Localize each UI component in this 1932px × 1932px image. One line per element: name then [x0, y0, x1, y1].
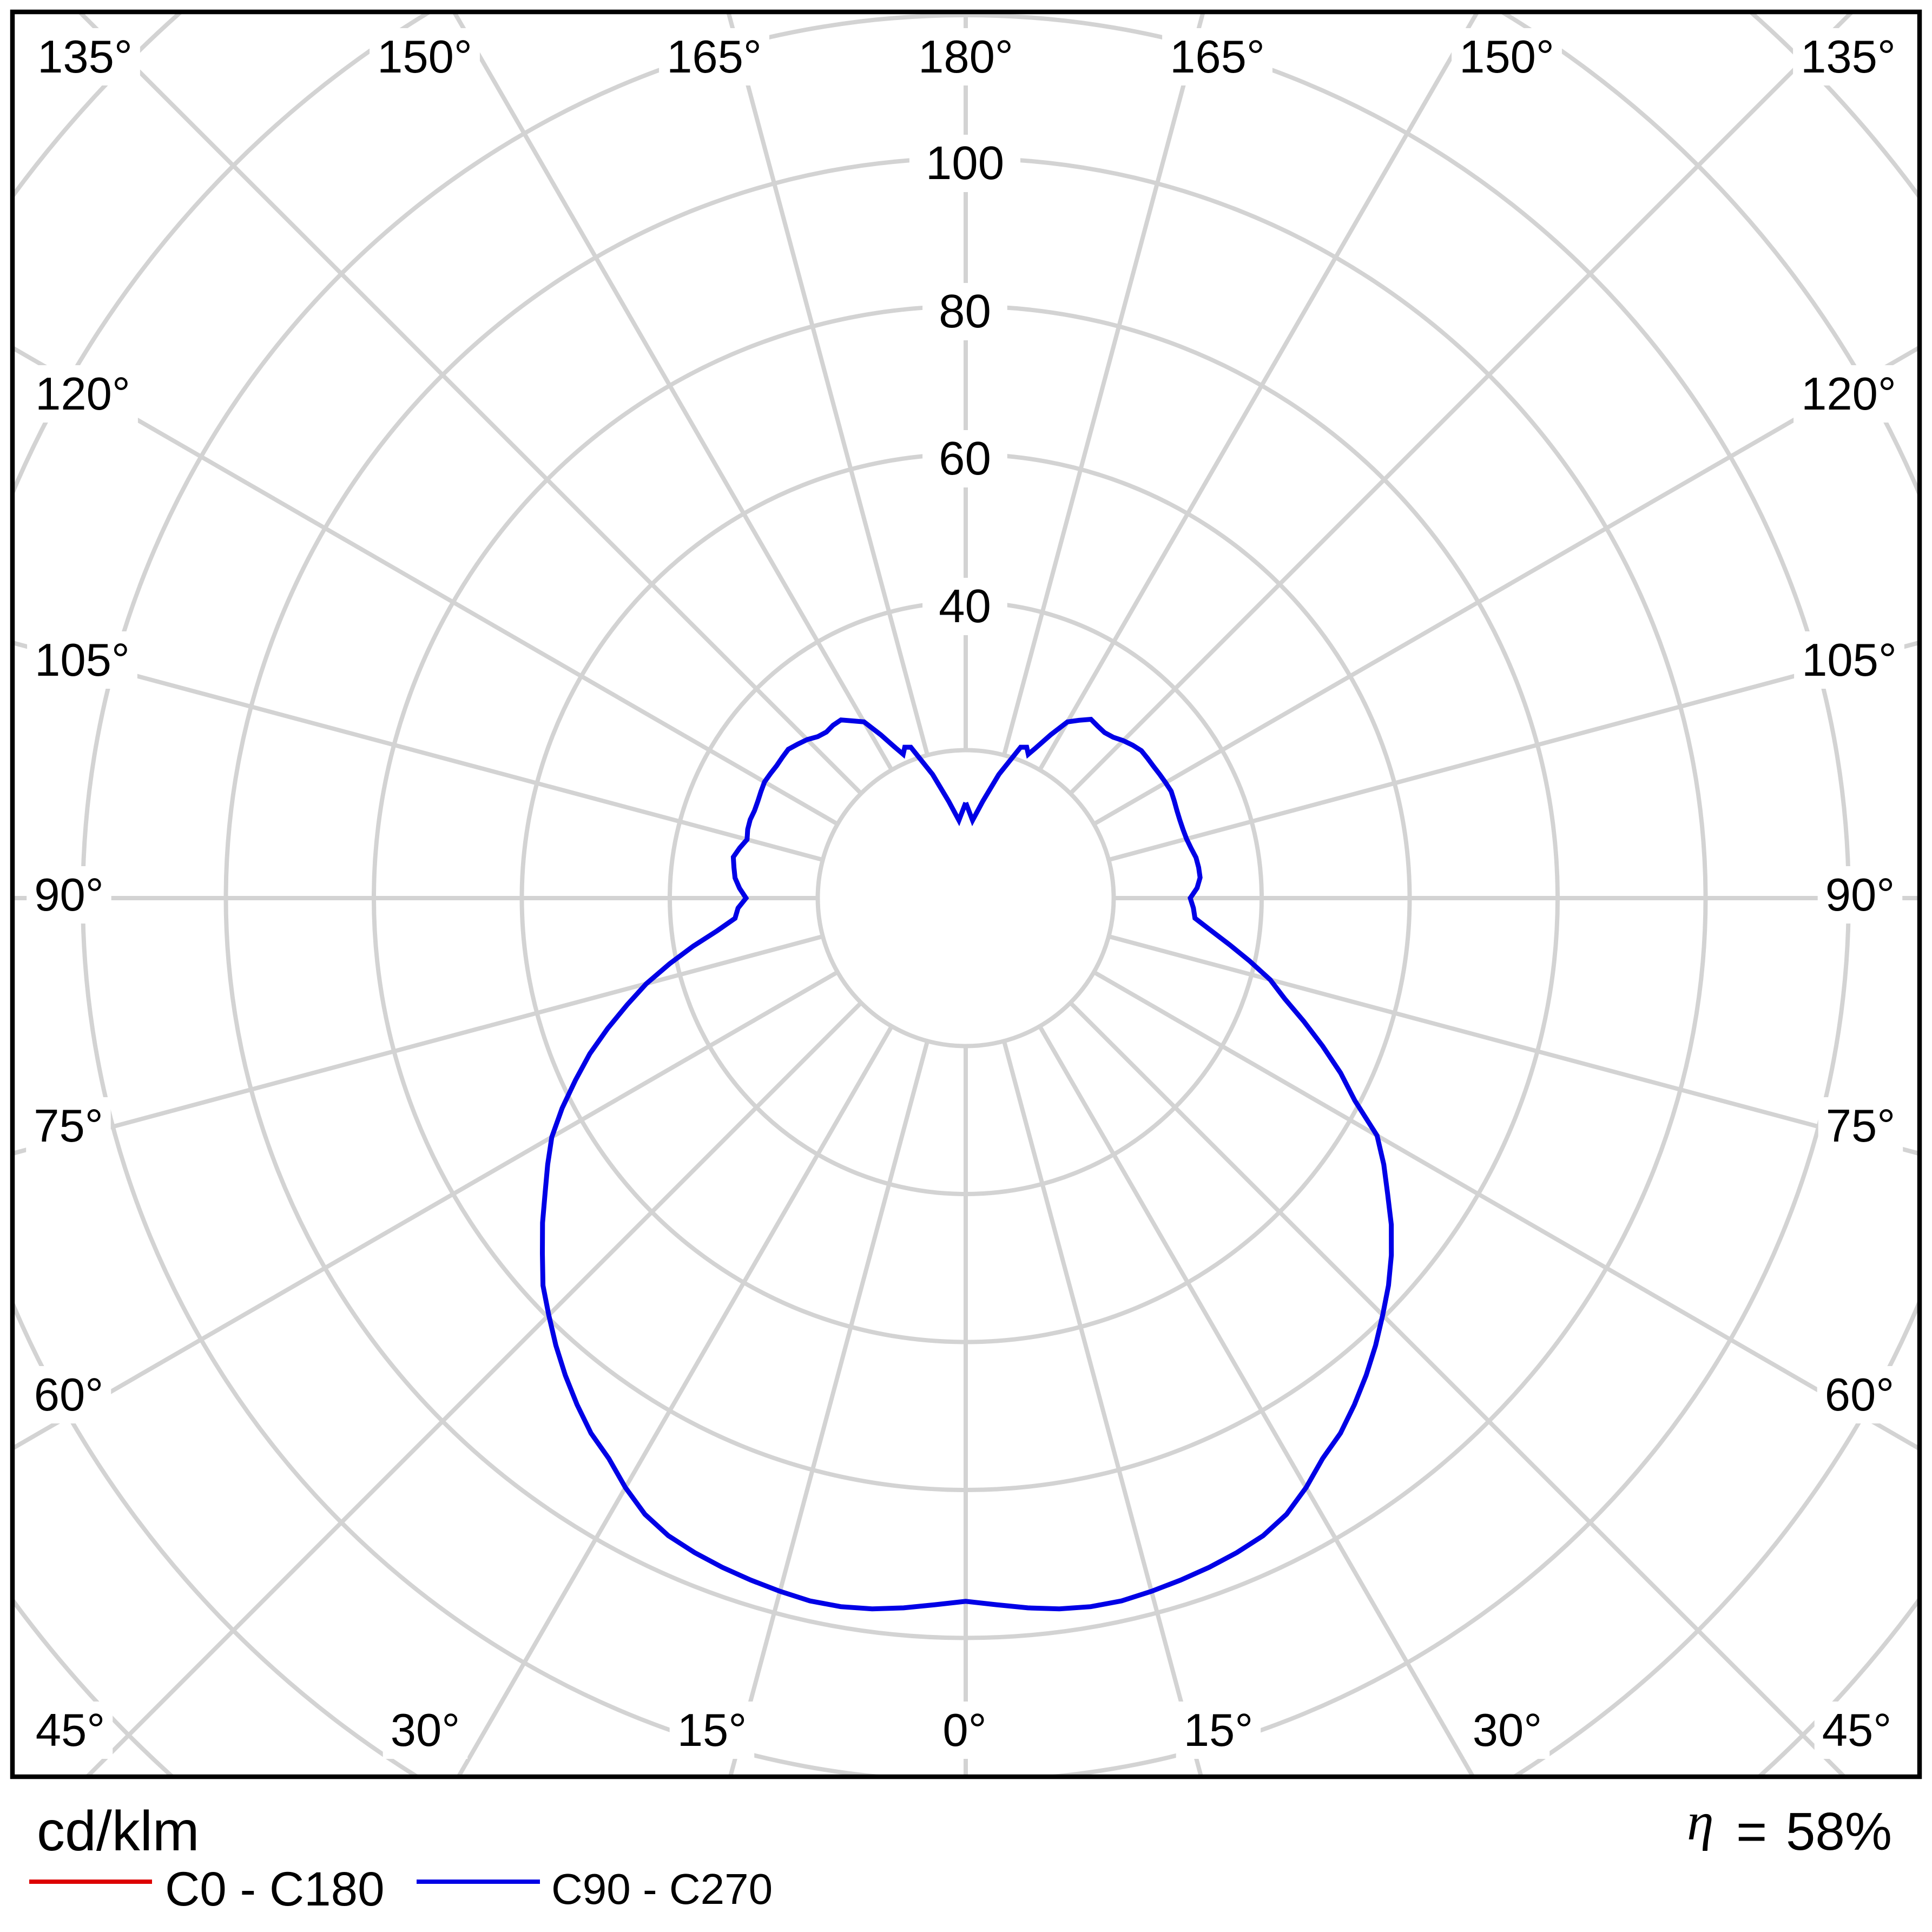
svg-text:100: 100 [926, 137, 1004, 189]
svg-text:135°: 135° [1801, 31, 1896, 83]
svg-text:180°: 180° [918, 31, 1013, 83]
svg-text:45°: 45° [1822, 1705, 1892, 1756]
svg-text:60: 60 [939, 432, 991, 485]
svg-text:η: η [1687, 1791, 1714, 1851]
svg-text:40: 40 [939, 580, 991, 632]
svg-text:165°: 165° [1170, 31, 1265, 83]
svg-text:60°: 60° [1825, 1369, 1895, 1421]
svg-text:15°: 15° [677, 1705, 747, 1756]
svg-text:30°: 30° [391, 1705, 460, 1756]
svg-text:58%: 58% [1786, 1802, 1892, 1861]
svg-text:45°: 45° [36, 1705, 105, 1756]
svg-text:80: 80 [939, 285, 991, 338]
svg-text:cd/klm: cd/klm [37, 1800, 199, 1863]
svg-text:=: = [1736, 1802, 1767, 1861]
svg-text:C0 - C180: C0 - C180 [165, 1862, 385, 1916]
svg-text:165°: 165° [667, 31, 762, 83]
svg-text:90°: 90° [34, 869, 104, 921]
svg-text:105°: 105° [1802, 635, 1897, 686]
svg-text:30°: 30° [1473, 1705, 1542, 1756]
svg-text:150°: 150° [1459, 31, 1554, 83]
svg-text:75°: 75° [1826, 1100, 1896, 1152]
svg-text:120°: 120° [1801, 368, 1896, 420]
svg-text:105°: 105° [35, 635, 130, 686]
svg-text:15°: 15° [1184, 1705, 1254, 1756]
svg-text:0°: 0° [942, 1705, 986, 1756]
svg-text:90°: 90° [1825, 869, 1895, 921]
svg-text:150°: 150° [377, 31, 472, 83]
svg-text:135°: 135° [37, 31, 133, 83]
svg-text:C90 - C270: C90 - C270 [551, 1865, 773, 1913]
svg-text:120°: 120° [35, 368, 130, 420]
svg-text:60°: 60° [34, 1369, 104, 1421]
svg-text:75°: 75° [34, 1100, 103, 1152]
